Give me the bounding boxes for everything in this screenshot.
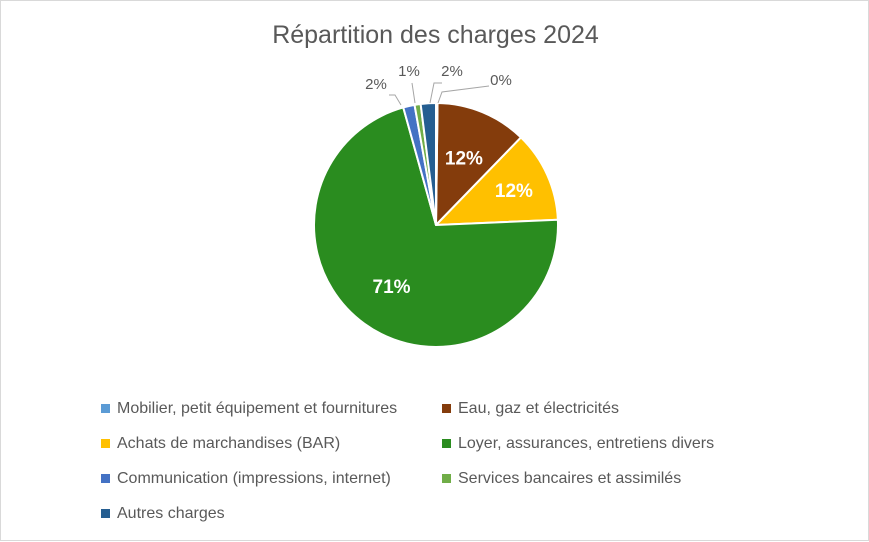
legend-label: Mobilier, petit équipement et fourniture… (117, 399, 398, 417)
legend-item: Mobilier, petit équipement et fourniture… (101, 398, 442, 419)
pie-slice (313, 106, 559, 348)
slice-data-label: 2% (441, 63, 463, 80)
leader-line (389, 94, 402, 106)
pie-slice (434, 101, 523, 228)
legend-label: Communication (impressions, internet) (117, 469, 391, 487)
chart-title: Répartition des charges 2024 (272, 21, 599, 49)
legend-label: Autres charges (117, 504, 225, 522)
slice-data-label: 2% (365, 76, 387, 93)
legend-label: Services bancaires et assimilés (458, 469, 682, 487)
legend-item: Autres charges (101, 503, 442, 524)
legend-swatch (442, 404, 451, 413)
legend-swatch (442, 474, 451, 483)
slice-data-label: 12% (495, 181, 533, 202)
pie-slice (433, 136, 559, 227)
slice-data-label: 12% (445, 148, 483, 169)
legend-label: Loyer, assurances, entretiens divers (458, 434, 715, 452)
legend-item: Communication (impressions, internet) (101, 468, 442, 489)
legend-item: Achats de marchandises (BAR) (101, 433, 442, 454)
legend-swatch (101, 509, 110, 518)
slice-data-label: 71% (373, 277, 411, 298)
chart-legend: Mobilier, petit équipement et fourniture… (101, 398, 772, 524)
legend-item: Loyer, assurances, entretiens divers (442, 433, 772, 454)
leader-line (411, 82, 416, 104)
legend-label: Achats de marchandises (BAR) (117, 434, 341, 452)
legend-swatch (101, 404, 110, 413)
legend-item: Services bancaires et assimilés (442, 468, 772, 489)
leader-line (437, 85, 490, 104)
pie-slice (435, 101, 439, 226)
legend-swatch (101, 439, 110, 448)
legend-swatch (101, 474, 110, 483)
legend-label: Eau, gaz et électricités (458, 399, 619, 417)
leader-line (429, 82, 442, 104)
slice-data-label: 1% (398, 63, 420, 80)
legend-item: Eau, gaz et électricités (442, 398, 772, 419)
slice-data-label: 0% (490, 72, 512, 89)
legend-swatch (442, 439, 451, 448)
